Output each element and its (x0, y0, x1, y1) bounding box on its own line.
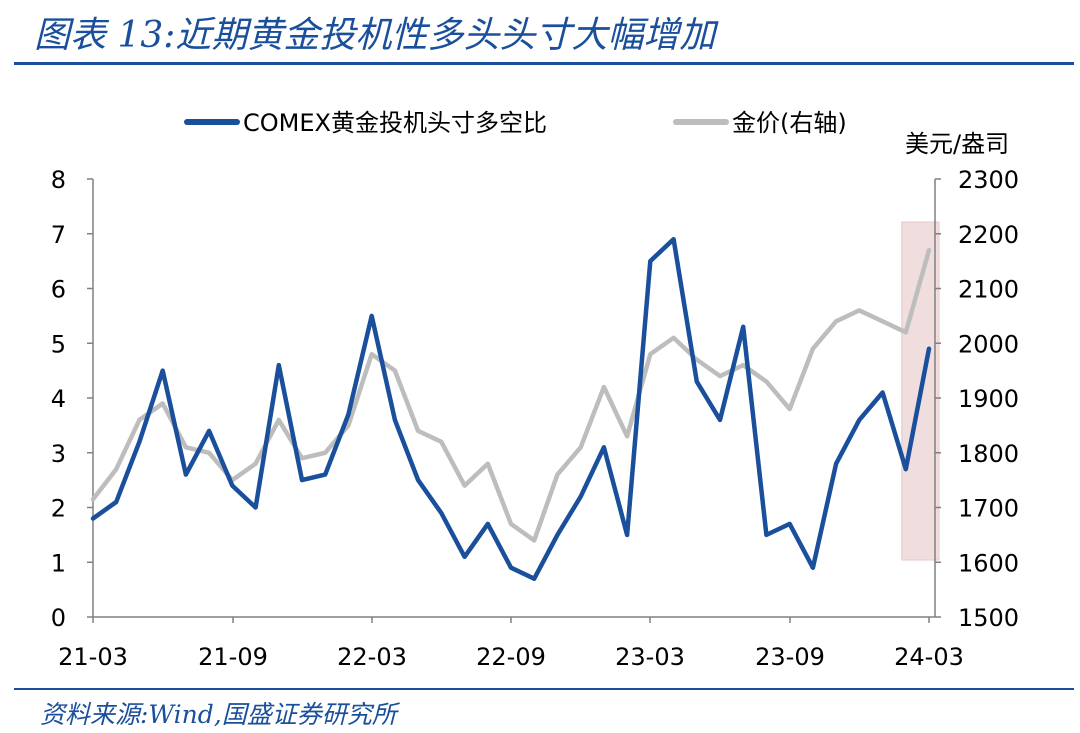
x-tick-label: 22-09 (476, 643, 546, 671)
y-right-unit-label: 美元/盎司 (905, 130, 1009, 158)
x-tick-label: 23-09 (755, 643, 825, 671)
y-right-tick-label: 1500 (958, 604, 1019, 632)
y-left-tick-label: 5 (51, 330, 66, 358)
x-tick-label: 22-03 (337, 643, 407, 671)
x-tick-label: 21-09 (198, 643, 268, 671)
legend-layer: COMEX黄金投机头寸多空比 金价(右轴) (184, 109, 847, 137)
y-left-tick-label: 1 (51, 549, 66, 577)
y-left-tick-label: 8 (51, 166, 66, 194)
x-tick-label: 21-03 (58, 643, 128, 671)
series-line-comex-ratio (90, 236, 932, 581)
y-right-tick-label: 2200 (958, 221, 1019, 249)
axes-layer: 0 1 2 3 4 5 6 7 8 1500 1600 1700 1800 1900 2000 2100 220… (51, 130, 1019, 671)
y-right-tick-label: 1800 (958, 440, 1019, 468)
legend-label-gold-price: 金价(右轴) (732, 109, 847, 137)
footer-rule (14, 688, 1074, 690)
x-tick-label: 23-03 (615, 643, 685, 671)
x-tick-label: 24-03 (894, 643, 964, 671)
y-right-tick-label: 1600 (958, 549, 1019, 577)
legend-label-comex-ratio: COMEX黄金投机头寸多空比 (243, 109, 547, 137)
series-line-gold-price (90, 247, 932, 543)
y-left-tick-label: 7 (51, 221, 66, 249)
series-layer (90, 236, 932, 581)
title-underline (14, 62, 1074, 65)
chart-title: 图表 13:近期黄金投机性多头头寸大幅增加 (34, 15, 716, 56)
y-left-tick-label: 0 (51, 604, 66, 632)
y-right-tick-label: 1900 (958, 385, 1019, 413)
y-left-tick-label: 3 (51, 440, 66, 468)
y-right-tick-label: 2000 (958, 330, 1019, 358)
y-right-tick-label: 2300 (958, 166, 1019, 194)
y-right-tick-label: 2100 (958, 276, 1019, 304)
y-left-tick-label: 4 (51, 385, 66, 413)
y-left-tick-label: 6 (51, 276, 66, 304)
source-note: 资料来源:Wind,国盛证券研究所 (40, 700, 397, 729)
y-left-tick-label: 2 (51, 495, 66, 523)
y-right-tick-label: 1700 (958, 495, 1019, 523)
